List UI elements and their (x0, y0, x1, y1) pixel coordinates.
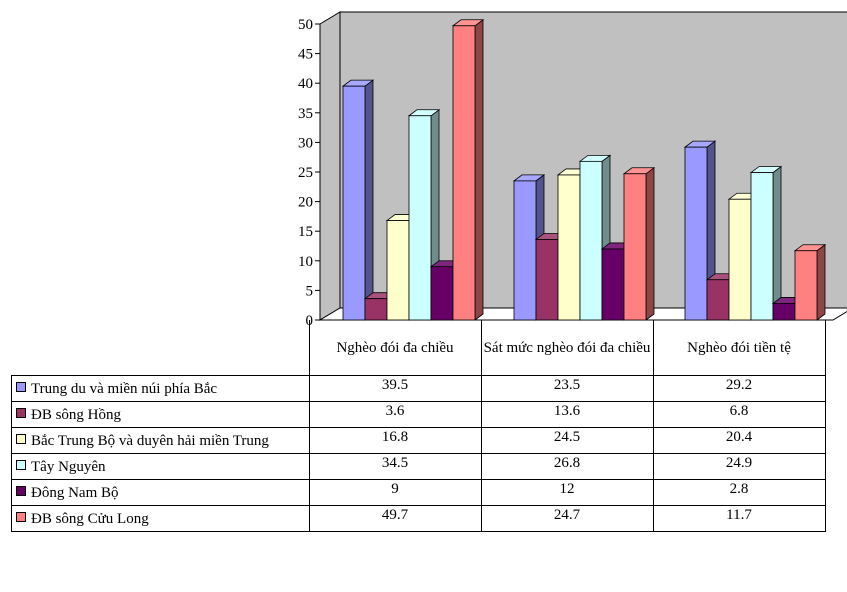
y-tick-label: 25 (298, 165, 313, 181)
table-row: Tây Nguyên 34.5 26.8 24.9 (11, 453, 826, 480)
series-name: Trung du và miền núi phía Bắc (31, 381, 218, 397)
row-label: Tây Nguyên (11, 453, 310, 480)
bar-side (645, 166, 655, 321)
legend-key (16, 408, 26, 418)
bar (683, 140, 717, 321)
legend-key (16, 382, 26, 392)
data-value: 39.5 (308, 375, 482, 402)
data-value: 26.8 (480, 453, 654, 480)
table-corner (11, 320, 310, 376)
data-value: 16.8 (308, 427, 482, 454)
bar-side (772, 165, 782, 321)
bar-side (364, 79, 374, 321)
data-value: 12 (480, 479, 654, 506)
series-name: ĐB sông Hồng (31, 407, 122, 423)
data-value: 11.7 (652, 505, 826, 532)
table-row: Trung du và miền núi phía Bắc 39.5 23.5 29.… (11, 375, 826, 402)
category-label: Nghèo đói đa chiều (308, 320, 482, 376)
data-value: 3.6 (308, 401, 482, 428)
table-row: Bắc Trung Bộ và duyên hải miền Trung 16.8… (11, 427, 826, 454)
series-name: Bắc Trung Bộ và duyên hải miền Trung (31, 433, 269, 449)
y-tick-label: 50 (298, 17, 313, 33)
bars (341, 18, 827, 321)
data-value: 23.5 (480, 375, 654, 402)
legend-key (16, 460, 26, 470)
bar-front (364, 298, 388, 321)
row-label: ĐB sông Hồng (11, 401, 310, 428)
legend-key (16, 434, 26, 444)
bar-front (557, 174, 581, 321)
data-value: 29.2 (652, 375, 826, 402)
bar-front (772, 303, 796, 321)
y-tick-label: 20 (298, 195, 313, 211)
series-name: Đông Nam Bộ (31, 485, 119, 501)
row-label: Bắc Trung Bộ và duyên hải miền Trung (11, 427, 310, 454)
legend-key (16, 486, 26, 496)
bar-side (816, 243, 826, 321)
legend-key (16, 512, 26, 522)
y-tick-label: 15 (298, 224, 313, 240)
bar-front (684, 146, 708, 321)
series-name: ĐB sông Cửu Long (31, 511, 149, 527)
data-value: 6.8 (652, 401, 826, 428)
bar (622, 166, 656, 321)
bar-front (342, 85, 366, 321)
row-label: ĐB sông Cửu Long (11, 505, 310, 532)
y-tick-label: 10 (298, 254, 313, 270)
bar-front (386, 220, 410, 321)
bar-front (623, 173, 647, 321)
bar-front (452, 25, 476, 321)
data-value: 20.4 (652, 427, 826, 454)
data-value: 49.7 (308, 505, 482, 532)
bar-front (579, 160, 603, 321)
y-tick-label: 35 (298, 106, 313, 122)
side-wall (319, 11, 341, 321)
data-value: 24.9 (652, 453, 826, 480)
data-value: 24.5 (480, 427, 654, 454)
data-value: 2.8 (652, 479, 826, 506)
bar-front (430, 266, 454, 321)
category-label: Sát mức nghèo đói đa chiều (480, 320, 654, 376)
data-table: Nghèo đói đa chiều Sát mức nghèo đói đa c… (11, 320, 826, 532)
bar-front (513, 180, 537, 321)
y-tick-label: 40 (298, 76, 313, 92)
bar (451, 18, 485, 321)
category-label: Nghèo đói tiền tệ (652, 320, 826, 376)
bar-front (706, 279, 730, 321)
bar-front (535, 239, 559, 321)
y-tick-label: 30 (298, 135, 313, 151)
bar-front (408, 115, 432, 321)
row-label: Trung du và miền núi phía Bắc (11, 375, 310, 402)
bar-front (794, 250, 818, 321)
table-row: ĐB sông Hồng 3.6 13.6 6.8 (11, 401, 826, 428)
y-tick-label: 5 (306, 283, 314, 299)
table-header-row: Nghèo đói đa chiều Sát mức nghèo đói đa c… (11, 320, 826, 376)
bar-side (474, 18, 484, 321)
data-value: 13.6 (480, 401, 654, 428)
series-name: Tây Nguyên (31, 459, 106, 475)
data-value: 24.7 (480, 505, 654, 532)
y-tick-label: 45 (298, 47, 313, 63)
bar (341, 79, 375, 321)
data-value: 34.5 (308, 453, 482, 480)
bar-front (728, 198, 752, 321)
bar (793, 243, 827, 321)
row-label: Đông Nam Bộ (11, 479, 310, 506)
table-row: Đông Nam Bộ 9 12 2.8 (11, 479, 826, 506)
bar (749, 165, 783, 321)
bar-front (601, 248, 625, 321)
table-row: ĐB sông Cửu Long 49.7 24.7 11.7 (11, 505, 826, 532)
data-value: 9 (308, 479, 482, 506)
bar-front (750, 172, 774, 321)
